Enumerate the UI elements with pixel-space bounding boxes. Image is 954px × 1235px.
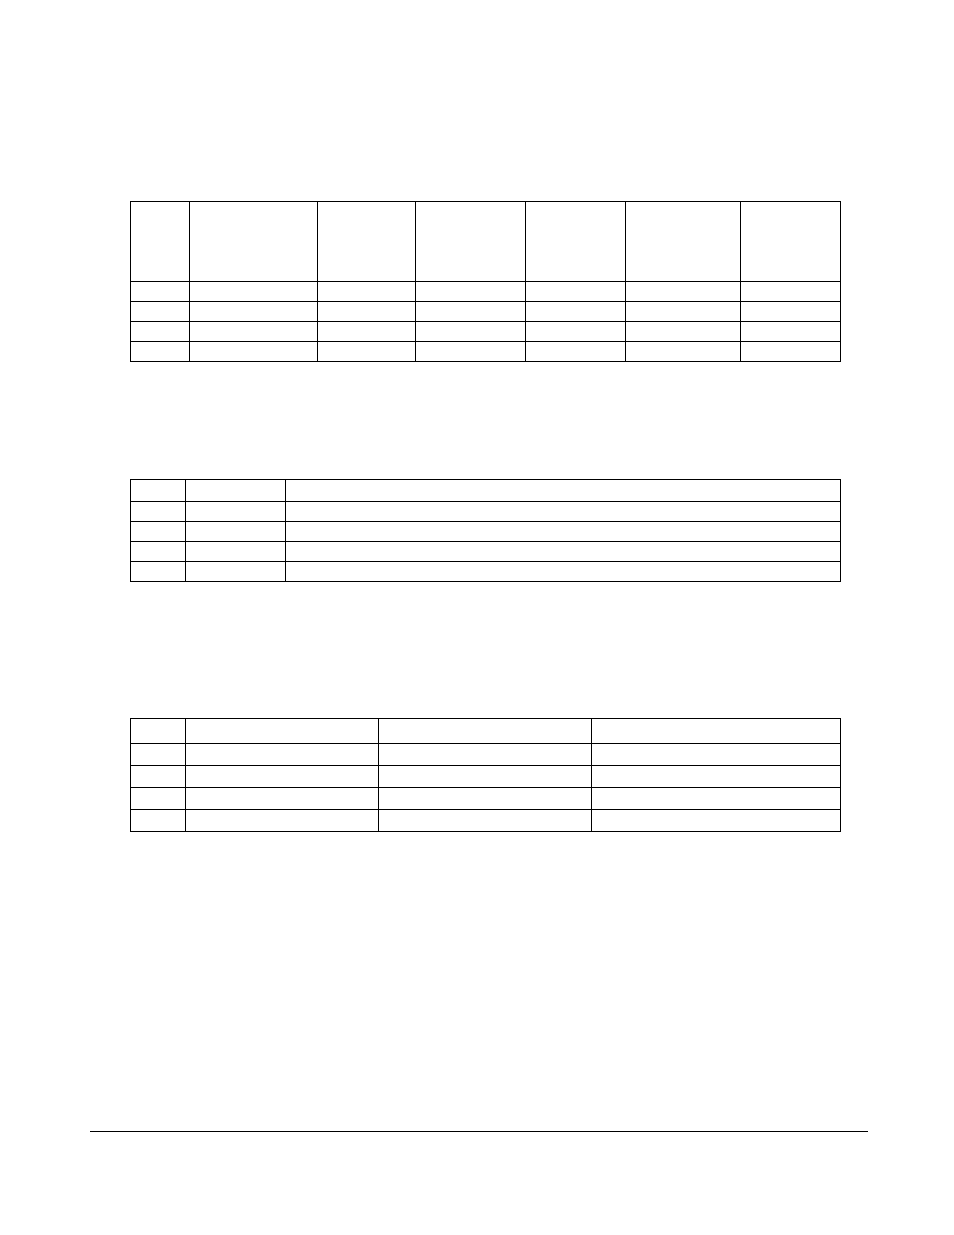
cell [626,342,741,362]
cell [416,282,526,302]
cell [379,744,592,766]
cell [286,502,841,522]
cell [741,302,841,322]
cell [131,282,190,302]
table-row [131,302,841,322]
cell [286,480,841,502]
table-row [131,342,841,362]
cell [741,202,841,282]
cell [318,342,416,362]
cell [592,810,841,832]
cell [318,322,416,342]
cell [286,522,841,542]
table-row [131,766,841,788]
cell [186,542,286,562]
cell [131,522,186,542]
table-row [131,502,841,522]
table-row [131,562,841,582]
cell [286,562,841,582]
cell [186,788,379,810]
table-row [131,522,841,542]
cell [318,302,416,322]
table-row [131,282,841,302]
cell [416,202,526,282]
table-2 [130,479,841,582]
table-row [131,744,841,766]
cell [131,788,186,810]
cell [190,322,318,342]
cell [186,719,379,744]
cell [186,810,379,832]
cell [626,302,741,322]
cell [131,502,186,522]
cell [131,542,186,562]
table-row [131,322,841,342]
cell [190,342,318,362]
cell [416,342,526,362]
cell [131,744,186,766]
cell [592,766,841,788]
cell [526,302,626,322]
cell [741,282,841,302]
footer-separator [90,1131,868,1132]
cell [592,744,841,766]
cell [190,302,318,322]
cell [186,502,286,522]
cell [131,202,190,282]
cell [526,342,626,362]
cell [131,766,186,788]
cell [186,744,379,766]
cell [186,480,286,502]
cell [526,202,626,282]
cell [741,322,841,342]
table-row [131,480,841,502]
cell [626,322,741,342]
table-row [131,719,841,744]
page [0,0,954,1235]
table-1 [130,201,841,362]
cell [416,322,526,342]
table-row [131,542,841,562]
table-row [131,788,841,810]
cell [190,202,318,282]
cell [286,542,841,562]
cell [379,719,592,744]
table-3 [130,718,841,832]
cell [318,282,416,302]
cell [379,788,592,810]
cell [592,719,841,744]
cell [741,342,841,362]
cell [526,282,626,302]
cell [592,788,841,810]
cell [186,562,286,582]
cell [186,766,379,788]
cell [318,202,416,282]
table-row [131,810,841,832]
cell [626,282,741,302]
cell [379,810,592,832]
cell [190,282,318,302]
cell [626,202,741,282]
cell [131,302,190,322]
cell [131,480,186,502]
cell [131,342,190,362]
cell [131,562,186,582]
table-row [131,202,841,282]
cell [186,522,286,542]
cell [131,719,186,744]
cell [416,302,526,322]
cell [131,810,186,832]
cell [379,766,592,788]
cell [526,322,626,342]
cell [131,322,190,342]
